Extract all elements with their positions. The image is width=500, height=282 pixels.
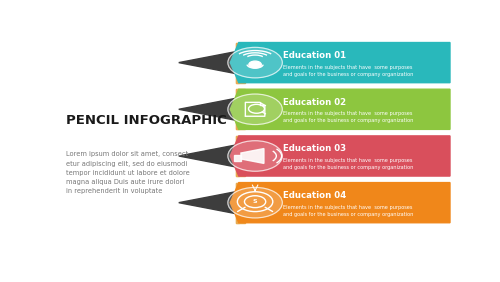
Circle shape — [228, 141, 282, 171]
Text: S: S — [253, 199, 258, 204]
Polygon shape — [236, 89, 239, 129]
Text: Education 04: Education 04 — [284, 191, 346, 200]
Polygon shape — [234, 155, 241, 161]
Polygon shape — [236, 43, 244, 83]
Circle shape — [249, 61, 262, 68]
Text: Elements in the subjects that have  some purposes
and goals for the business or : Elements in the subjects that have some … — [284, 205, 414, 217]
Polygon shape — [230, 136, 450, 176]
Polygon shape — [236, 136, 244, 176]
Polygon shape — [179, 98, 236, 120]
Polygon shape — [179, 192, 236, 214]
Polygon shape — [236, 136, 239, 176]
Polygon shape — [241, 149, 264, 164]
Polygon shape — [236, 182, 244, 223]
Circle shape — [228, 188, 282, 218]
Polygon shape — [236, 89, 244, 129]
Circle shape — [228, 94, 282, 125]
Polygon shape — [179, 145, 236, 167]
Text: Education 02: Education 02 — [284, 98, 346, 107]
Polygon shape — [179, 52, 236, 74]
Polygon shape — [236, 182, 239, 223]
Text: PENCIL INFOGRAPHIC: PENCIL INFOGRAPHIC — [66, 114, 227, 127]
Polygon shape — [230, 182, 450, 223]
Text: Elements in the subjects that have  some purposes
and goals for the business or : Elements in the subjects that have some … — [284, 111, 414, 123]
Text: Education 01: Education 01 — [284, 51, 346, 60]
Text: Education 03: Education 03 — [284, 144, 346, 153]
Text: Elements in the subjects that have  some purposes
and goals for the business or : Elements in the subjects that have some … — [284, 65, 414, 77]
Polygon shape — [230, 43, 450, 83]
Polygon shape — [230, 89, 450, 129]
Polygon shape — [236, 43, 239, 83]
Circle shape — [228, 47, 282, 78]
Text: Elements in the subjects that have  some purposes
and goals for the business or : Elements in the subjects that have some … — [284, 158, 414, 170]
Text: Lorem ipsum dolor sit amet, consect
etur adipiscing elit, sed do eiusmodi
tempor: Lorem ipsum dolor sit amet, consect etur… — [66, 151, 190, 194]
